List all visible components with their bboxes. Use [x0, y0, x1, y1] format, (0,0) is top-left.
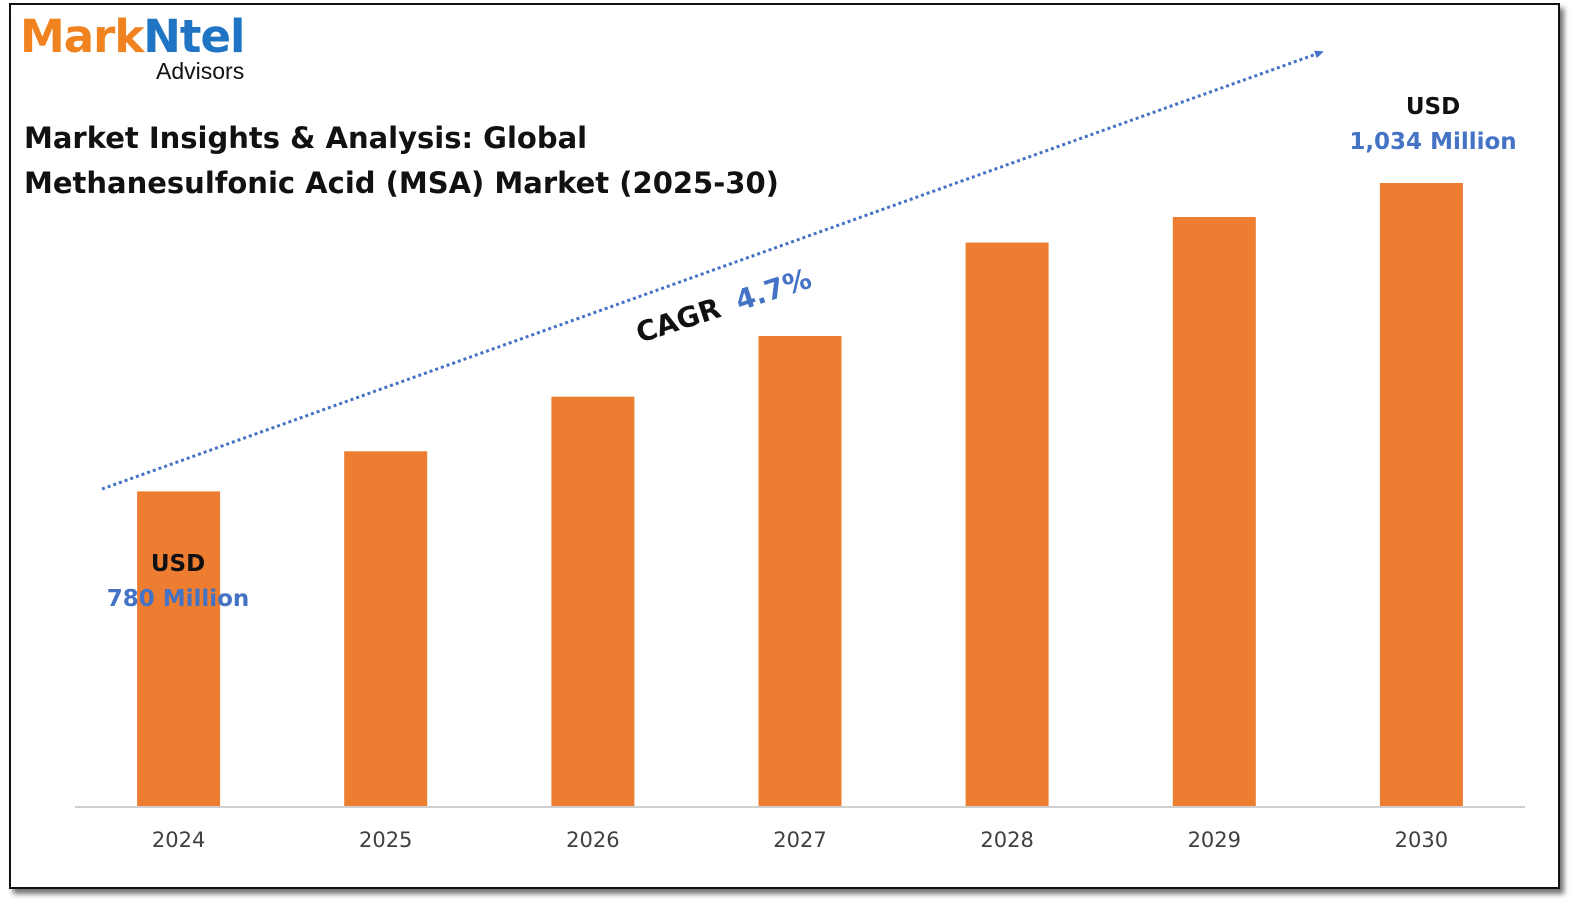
- x-tick-label-2027: 2027: [773, 828, 826, 852]
- chart-title: Market Insights & Analysis: Global Metha…: [24, 116, 804, 206]
- x-tick-label-2030: 2030: [1395, 828, 1448, 852]
- logo-part-ntel: Ntel: [143, 10, 245, 63]
- bar-2028: [965, 242, 1049, 807]
- bar-2029: [1172, 217, 1256, 807]
- cagr-trend-arrow: [101, 50, 1324, 491]
- x-tick-label-2024: 2024: [152, 828, 205, 852]
- logo-wordmark: MarkNtel: [20, 8, 245, 66]
- x-tick-label-2025: 2025: [359, 828, 412, 852]
- bar-2026: [551, 396, 635, 807]
- end-currency-label: USD: [1406, 94, 1460, 120]
- marknatel-logo: MarkNtel Advisors: [20, 8, 265, 86]
- x-tick-label-2026: 2026: [566, 828, 619, 852]
- start-value-label: 780 Million: [107, 586, 250, 612]
- end-value-label: 1,034 Million: [1349, 129, 1516, 155]
- bar-2025: [344, 451, 428, 807]
- bar-2030: [1379, 183, 1463, 807]
- bar-2027: [758, 336, 842, 807]
- chart-title-line-1: Market Insights & Analysis: Global: [24, 121, 588, 155]
- x-tick-label-2028: 2028: [980, 828, 1033, 852]
- chart-title-line-2: Methanesulfonic Acid (MSA) Market (2025-…: [24, 166, 779, 200]
- start-currency-label: USD: [151, 551, 205, 577]
- cagr-value: 4.7%: [731, 262, 815, 317]
- cagr-text: CAGR: [632, 291, 725, 349]
- bar-2024: [137, 491, 221, 807]
- logo-part-mark: Mark: [20, 10, 144, 63]
- logo-tagline: Advisors: [156, 58, 245, 84]
- x-tick-label-2029: 2029: [1188, 828, 1241, 852]
